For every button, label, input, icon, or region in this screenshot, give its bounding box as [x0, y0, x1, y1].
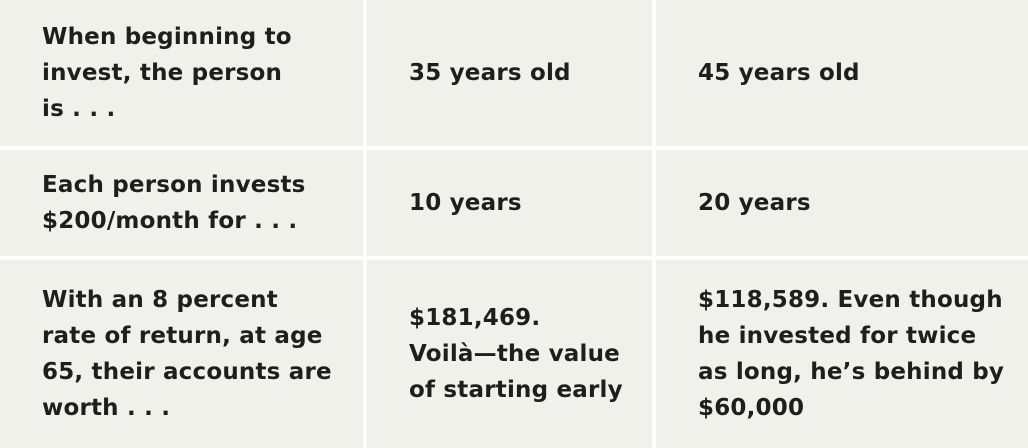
cell-text-line: 45 years old — [698, 60, 860, 86]
cell-text-line: $118,589. Even though — [698, 287, 1003, 313]
cell-text-line: 35 years old — [409, 60, 571, 86]
cell-text-line: 10 years — [409, 190, 522, 216]
cell-text-line: is . . . — [42, 96, 116, 122]
cell-text-line: invest, the person — [42, 60, 283, 86]
cell-text-line: $200/month for . . . — [42, 208, 298, 234]
table-cell: 10 years — [367, 150, 652, 256]
cell-text-line: When beginning to — [42, 24, 292, 50]
cell-text-line: as long, he’s behind by — [698, 359, 1005, 385]
table-cell: With an 8 percent rate of return, at age 6… — [0, 260, 363, 448]
cell-text-line: rate of return, at age — [42, 323, 323, 349]
table-cell: $181,469. Voilà—the value of starting earl… — [367, 260, 652, 448]
cell-text-line: he invested for twice — [698, 323, 977, 349]
cell-text-line: $60,000 — [698, 395, 805, 421]
cell-text-line: Voilà—the value — [409, 341, 620, 367]
table-cell: 20 years — [656, 150, 1028, 256]
table-cell: Each person invests $200/month for . . . — [0, 150, 363, 256]
cell-text-line: With an 8 percent — [42, 287, 278, 313]
cell-text-line: 20 years — [698, 190, 811, 216]
cell-text-line: worth . . . — [42, 395, 171, 421]
cell-text-line: $181,469. — [409, 305, 541, 331]
table-cell: 45 years old — [656, 0, 1028, 146]
table-cell: When beginning to invest, the person is . … — [0, 0, 363, 146]
cell-text-line: Each person invests — [42, 172, 306, 198]
table-cell: $118,589. Even though he invested for twi… — [656, 260, 1028, 448]
cell-text-line: 65, their accounts are — [42, 359, 332, 385]
table-cell: 35 years old — [367, 0, 652, 146]
cell-text-line: of starting early — [409, 377, 623, 403]
